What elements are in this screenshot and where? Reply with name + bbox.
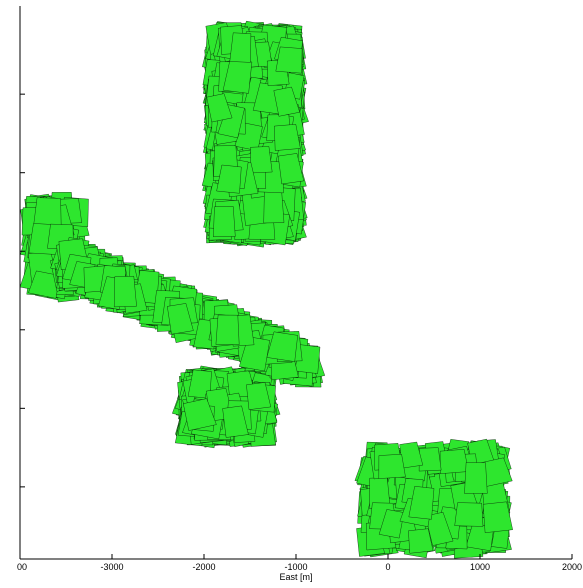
footprint-2497 <box>222 405 249 438</box>
footprint-2796 <box>399 441 424 469</box>
footprint-1797 <box>213 206 236 237</box>
footprint-1794 <box>278 153 305 185</box>
footprint-1790 <box>274 124 301 151</box>
x-axis: 00 -3000 -2000 -1000 0 1000 2000 <box>17 554 582 572</box>
footprint-2788 <box>483 501 513 533</box>
footprint-2794 <box>418 447 442 472</box>
x-tick-label-3: -1000 <box>284 562 307 572</box>
footprint-2498 <box>183 398 217 431</box>
footprint-2792 <box>408 486 435 520</box>
footprint-1799 <box>216 164 242 194</box>
footprint-2956 <box>33 197 62 227</box>
footprint-3377 <box>114 276 137 308</box>
footprint-2793 <box>439 449 469 474</box>
y-axis <box>20 93 25 488</box>
x-tick-label-1: -3000 <box>100 562 123 572</box>
x-axis-title: East [m] <box>279 572 312 582</box>
footprint-2798 <box>464 462 488 494</box>
footprint-2499 <box>246 382 272 410</box>
footprint-1793 <box>273 86 300 117</box>
footprint-1786 <box>222 59 253 94</box>
footprint-3374 <box>266 331 298 362</box>
x-tick-label-4: 0 <box>385 562 390 572</box>
x-tick-label-0: 00 <box>17 562 27 572</box>
footprint-2486 <box>187 369 212 399</box>
footprint-1796 <box>206 93 233 123</box>
footprint-1758 <box>263 190 285 224</box>
footprint-2799 <box>378 454 406 479</box>
footprint-layer <box>19 20 513 559</box>
footprint-3379 <box>215 314 240 345</box>
footprint-1798 <box>275 46 303 74</box>
footprint-2777 <box>454 502 484 527</box>
footprint-3375 <box>167 303 194 335</box>
x-tick-label-2: -2000 <box>192 562 215 572</box>
footprint-2778 <box>408 528 434 554</box>
footprint-1776 <box>250 146 273 174</box>
footprint-1792 <box>229 32 252 63</box>
x-tick-label-5: 1000 <box>470 562 490 572</box>
x-tick-label-6: 2000 <box>562 562 582 572</box>
